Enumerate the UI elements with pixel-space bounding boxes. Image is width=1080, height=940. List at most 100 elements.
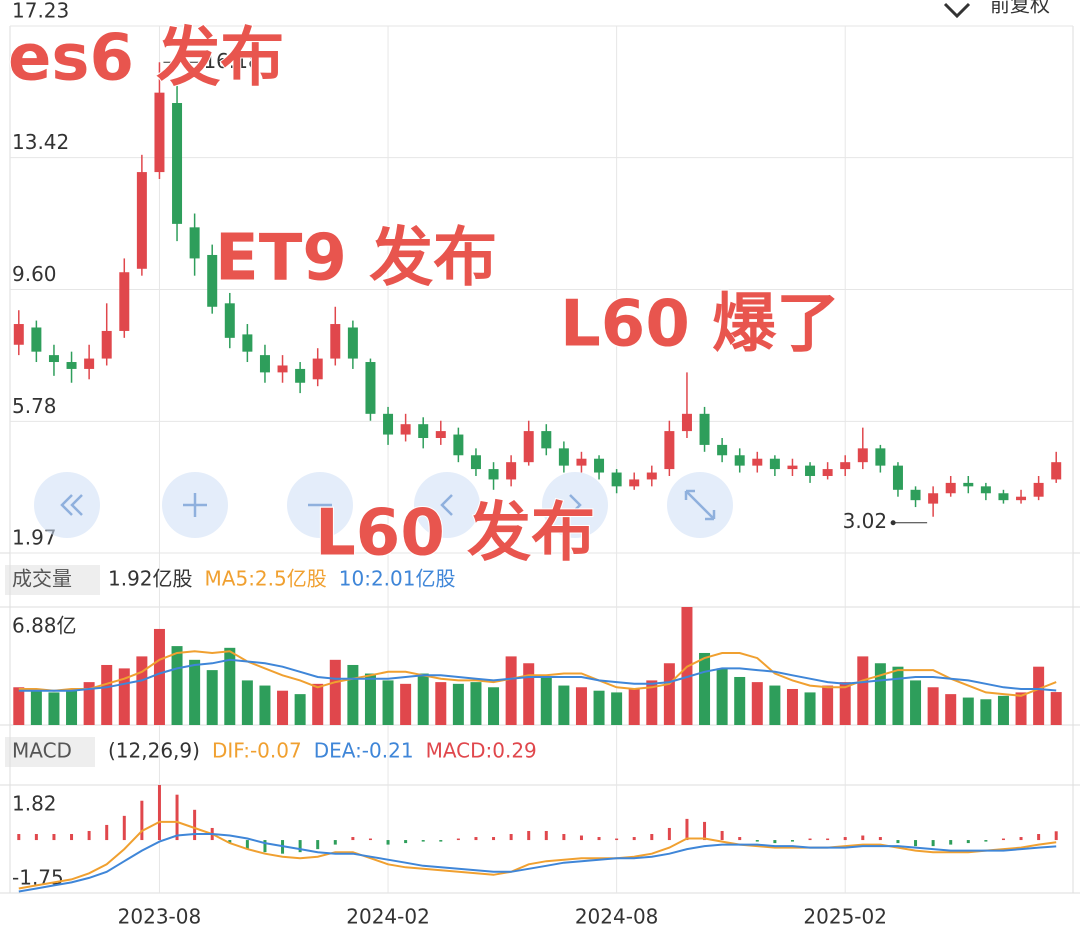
annotations: es6 发布 ET9 发布 L60 爆了 L60 发布 [7, 21, 841, 572]
candle-body [488, 469, 499, 480]
legend-entry: DEA:-0.21 [314, 739, 414, 763]
bar [364, 673, 376, 725]
bar [663, 663, 675, 725]
bar [87, 830, 91, 841]
bar [804, 692, 816, 725]
bar [153, 628, 165, 725]
bar [966, 840, 970, 844]
candle-body [646, 472, 657, 480]
bar [439, 840, 443, 842]
bar [351, 837, 355, 841]
candle-body [875, 448, 886, 466]
bar [667, 827, 671, 841]
bar [822, 685, 834, 725]
candle-body [717, 444, 728, 456]
candle-body [383, 413, 394, 435]
nav-next[interactable] [542, 472, 608, 538]
bar [386, 840, 390, 845]
bar [329, 659, 341, 725]
panel-name: 成交量 [12, 567, 72, 591]
bar [523, 663, 535, 725]
bar [34, 834, 38, 841]
bar [857, 656, 869, 725]
bar [17, 834, 21, 841]
max-label: 16.18 [203, 49, 260, 73]
bar [984, 840, 988, 842]
bar [492, 837, 496, 841]
candle-body [154, 92, 165, 173]
candle-body [699, 413, 710, 445]
bar [421, 840, 425, 842]
bar [949, 840, 953, 845]
candle-body [752, 458, 763, 466]
x-tick-label: 2024-02 [346, 905, 430, 929]
candle-body [1016, 496, 1027, 501]
bar [456, 838, 460, 841]
bar [646, 680, 658, 725]
dropdown-icon [943, 2, 971, 19]
bar [703, 821, 707, 841]
bar [1033, 666, 1045, 725]
candle-body [980, 486, 991, 494]
candle-body [259, 355, 270, 373]
candle-body [119, 272, 130, 331]
candle-body [365, 362, 376, 414]
candle-body [242, 334, 253, 352]
bar [575, 687, 587, 725]
candle-body [910, 489, 921, 501]
annotation: L60 发布 [315, 497, 595, 571]
nav-buttons [34, 472, 733, 538]
nav-first[interactable] [34, 472, 100, 538]
bar [786, 688, 798, 725]
bar [13, 687, 25, 725]
bar [962, 697, 974, 725]
bar [312, 683, 324, 725]
icon [183, 493, 207, 517]
bar [540, 676, 552, 725]
candle-body [435, 431, 446, 438]
legend-entry: 10:2.01亿股 [339, 567, 456, 591]
bar [914, 840, 918, 847]
bar [206, 670, 218, 725]
bar [826, 838, 830, 841]
bar [175, 794, 179, 841]
candle-body [840, 462, 851, 470]
candle-body [945, 482, 956, 494]
candle-body [277, 365, 288, 373]
candle-body [347, 327, 358, 359]
y-tick-label: 5.78 [12, 394, 57, 418]
bar [488, 687, 500, 725]
panel-name: MACD [12, 739, 72, 763]
bar [628, 688, 640, 725]
bar [997, 695, 1009, 725]
bar [294, 694, 306, 725]
nav-prev[interactable] [414, 472, 480, 538]
bar [52, 834, 56, 841]
bar [878, 837, 882, 841]
y-tick-label: 1.82 [12, 792, 57, 816]
y-tick-label: 13.42 [12, 130, 69, 154]
candle-body [805, 465, 816, 476]
y-tick-label: 17.23 [12, 0, 69, 23]
candle-body [1051, 462, 1062, 480]
bar [839, 682, 851, 725]
annotation: L60 爆了 [560, 288, 840, 362]
candle-body [822, 469, 833, 476]
bar [48, 692, 60, 725]
candle-body [769, 458, 780, 470]
candle-body [506, 462, 517, 480]
candle-body [400, 424, 411, 435]
candle-body [470, 455, 481, 470]
bar [224, 647, 236, 725]
candle-body [330, 324, 341, 359]
bar [632, 837, 636, 841]
bar [931, 840, 935, 847]
min-dot [890, 520, 896, 526]
top-right-toggle[interactable]: 前复权 [943, 0, 1050, 19]
bar [157, 785, 161, 841]
line [18, 820, 1057, 890]
legend-entry: DIF:-0.07 [212, 739, 302, 763]
bar [910, 680, 922, 725]
